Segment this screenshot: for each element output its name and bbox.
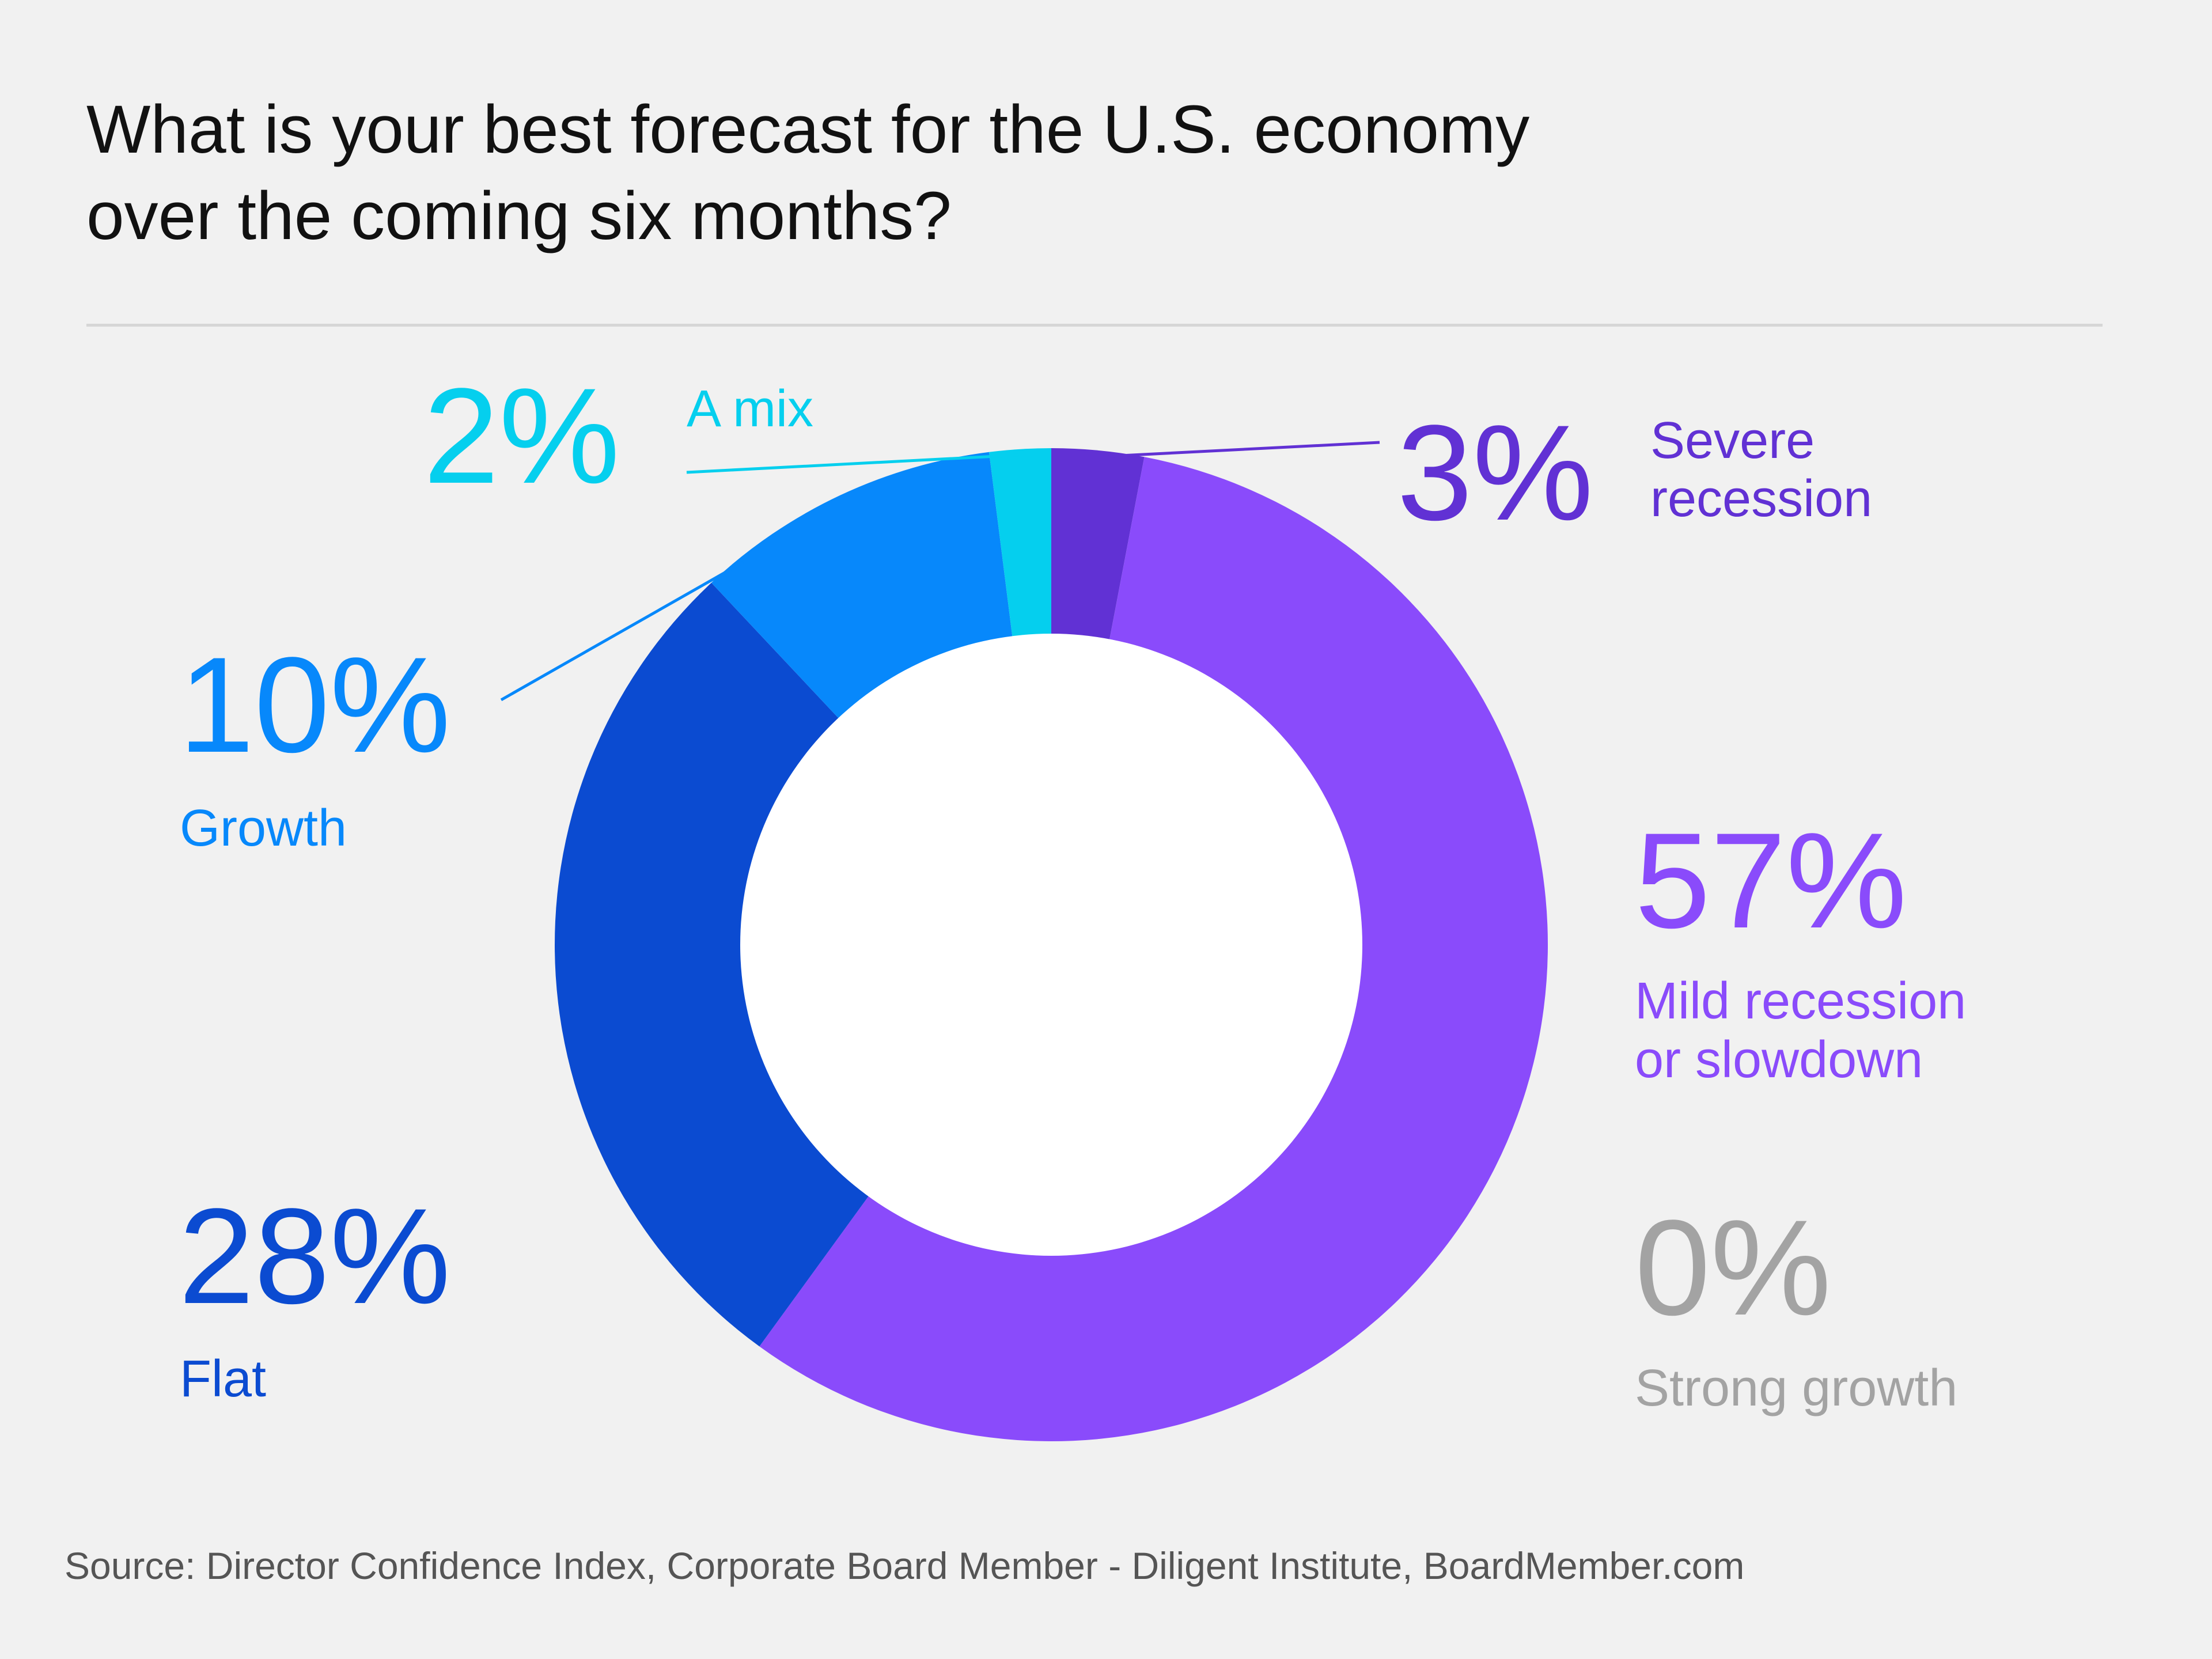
leader-line-growth <box>500 560 744 702</box>
slice-label-severe-recession-line-2: recession <box>1650 470 1872 528</box>
slice-label-severe-recession-line-1: Severe <box>1650 412 1815 469</box>
slice-label-pct-flat: 28% <box>179 1180 450 1332</box>
slice-label-pct-severe-recession: 3% <box>1397 397 1593 549</box>
title-divider <box>86 324 2103 327</box>
leader-line-severe-recession <box>1108 441 1380 458</box>
chart-title-line-2: over the coming six months? <box>86 178 952 254</box>
source-note: Source: Director Confidence Index, Corpo… <box>65 1544 1745 1587</box>
slice-label-pct-strong-growth: 0% <box>1635 1192 1831 1344</box>
donut-hole <box>740 634 1362 1256</box>
slice-label-pct-a-mix: 2% <box>423 360 620 512</box>
slice-label-growth: Growth <box>180 800 347 857</box>
slice-label-pct-growth: 10% <box>179 629 450 781</box>
slice-label-a-mix: A mix <box>687 380 813 438</box>
slice-label-strong-growth: Strong growth <box>1635 1359 1957 1417</box>
slice-label-mild-recession-line-2: or slowdown <box>1635 1031 1923 1089</box>
slice-label-flat: Flat <box>180 1350 266 1408</box>
leader-line-a-mix <box>686 453 1019 474</box>
slice-label-mild-recession-line-1: Mild recession <box>1635 972 1966 1030</box>
chart-title-line-1: What is your best forecast for the U.S. … <box>86 92 1530 168</box>
chart-title: What is your best forecast for the U.S. … <box>86 86 1930 259</box>
slice-label-pct-mild-recession: 57% <box>1635 805 1907 957</box>
